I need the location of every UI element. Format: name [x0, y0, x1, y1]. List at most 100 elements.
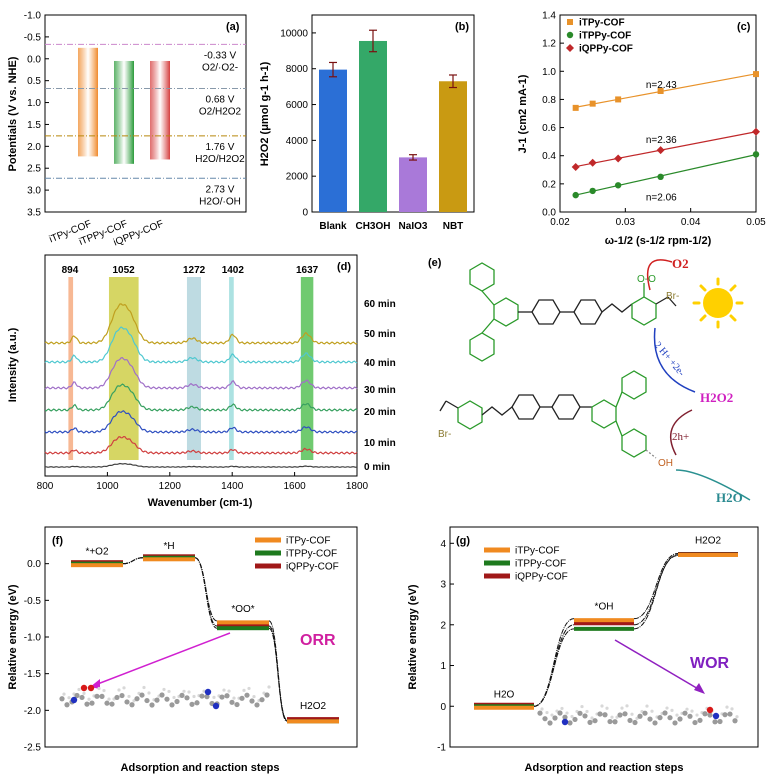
panel-f-label: (f) — [52, 535, 63, 547]
panel-a-ytick-label: 1.0 — [27, 98, 41, 109]
energy-connector — [633, 552, 679, 620]
legend-swatch — [484, 547, 510, 553]
oxidation-arrow — [670, 409, 693, 456]
atom-hydrogen — [182, 689, 186, 693]
panel-a-reference-couple: O2/H2O2 — [199, 107, 242, 118]
panel-c-fit-line — [575, 154, 757, 196]
energy-connector — [633, 554, 679, 630]
atom-carbon — [174, 698, 180, 705]
panel-f: -2.5 -2.0 -1.5 -1.0 -0.5 0.0 *+O2 *H *OO* H2O2 i… — [7, 526, 358, 774]
atom-carbon — [552, 715, 558, 721]
panel-b-category-label: NaIO3 — [399, 221, 428, 232]
bond — [439, 400, 447, 412]
orr-arrow — [94, 632, 231, 686]
panel-c-ytick-label: 0.0 — [542, 208, 556, 219]
atom-carbon — [602, 712, 608, 718]
energy-level-bar — [217, 620, 269, 625]
atom-carbon — [149, 702, 155, 708]
panel-a-ytick-label: 0.5 — [27, 76, 41, 87]
panel-c-ylabel: J-1 (cm2 mA-1) — [517, 74, 529, 153]
atom-hydrogen — [605, 706, 609, 710]
atom-hydrogen — [242, 688, 246, 692]
atom-carbon — [562, 714, 568, 720]
energy-level-bar — [474, 705, 534, 710]
panel-b-ytick-label: 0 — [302, 208, 308, 219]
atom-carbon — [124, 699, 130, 705]
panel-c-point — [614, 154, 623, 163]
panel-c-point — [657, 173, 664, 181]
legend-swatch — [255, 563, 281, 569]
atom-carbon — [129, 702, 135, 708]
energy-step-label: *+O2 — [85, 547, 109, 558]
panel-f-xlabel: Adsorption and reaction steps — [121, 762, 280, 774]
panel-a-ytick-label: -1.0 — [24, 11, 42, 22]
atom-carbon — [712, 719, 718, 725]
legend-label: iTPPy-COF — [286, 549, 337, 560]
panel-c-point — [588, 158, 597, 167]
atom-carbon — [229, 699, 235, 705]
atom-hydrogen — [82, 691, 86, 695]
panel-a-frame — [44, 14, 247, 213]
panel-c: 0.0 0.2 0.4 0.6 0.8 1.0 1.2 1.4 0.02 0.03 0.04 0.05… — [517, 11, 766, 248]
panel-c-xlabel: ω-1/2 (s-1/2 rpm-1/2) — [605, 235, 712, 247]
atom-hydrogen — [725, 705, 729, 709]
panel-c-legend-marker — [566, 31, 574, 39]
panel-c-point — [657, 87, 664, 94]
energy-connector — [533, 628, 575, 707]
atom-carbon — [607, 718, 613, 725]
panel-c-point — [753, 71, 759, 78]
atom-carbon — [74, 692, 80, 699]
atom-hydrogen — [117, 688, 121, 692]
panel-a: -1.0-0.50.00.51.01.52.02.53.03.5 iTPy-CO… — [7, 11, 247, 249]
panel-d-series-label: 30 min — [364, 385, 396, 396]
atom-hydrogen — [620, 706, 624, 710]
orr-molecule-model — [59, 684, 271, 710]
energy-connector — [533, 618, 575, 707]
oh-bond — [645, 449, 657, 459]
panel-c-legend-label: iTPPy-COF — [579, 31, 631, 42]
atom-nitrogen — [204, 688, 212, 696]
panel-d-spectrum — [44, 435, 358, 455]
panel-b-ytick-label: 6000 — [286, 100, 309, 111]
atom-carbon — [592, 718, 598, 724]
atom-carbon — [134, 696, 140, 702]
atom-carbon — [722, 712, 728, 718]
energy-step-label: *OO* — [231, 604, 254, 615]
atom-nitrogen — [212, 702, 220, 710]
bond — [615, 391, 623, 408]
energy-step-label: H2O2 — [300, 701, 327, 712]
panel-a-reference-couple: H2O/H2O2 — [195, 154, 245, 165]
atom-carbon — [184, 695, 190, 701]
energy-level-bar — [574, 621, 634, 626]
panel-b-bar — [359, 40, 387, 212]
panel-a-label: (a) — [226, 21, 240, 33]
energy-level-bar — [143, 557, 195, 562]
panel-c-legend-marker — [567, 19, 573, 25]
panel-d-highlight-band — [229, 277, 234, 460]
panel-c-fit-line — [575, 131, 757, 168]
panel-d-highlight-band — [68, 277, 74, 460]
atom-carbon — [84, 701, 90, 707]
panel-c-point — [589, 187, 596, 195]
atom-carbon — [687, 713, 693, 719]
panel-d-series-label: 0 min — [364, 462, 390, 473]
atom-carbon — [617, 712, 623, 718]
panel-d-spectrum — [44, 326, 358, 364]
panel-c-point — [571, 162, 580, 171]
phenyl-ring — [551, 394, 581, 420]
energy-level-bar — [678, 552, 738, 557]
pyridine-ring-top — [469, 262, 495, 292]
atom-carbon — [537, 710, 543, 716]
atom-hydrogen — [565, 711, 569, 715]
panel-c-point — [572, 104, 579, 111]
atom-hydrogen — [62, 692, 66, 696]
panel-a-reference-value: -0.33 V — [204, 50, 237, 61]
panel-d-xlabel: Wavenumber (cm-1) — [148, 497, 253, 509]
panel-d-frame — [44, 254, 358, 477]
atom-hydrogen — [540, 707, 544, 711]
panel-d-series-label: 10 min — [364, 438, 396, 449]
sun-icon — [692, 277, 744, 329]
panel-a-ylabel: Potentials (V vs. NHE) — [7, 56, 19, 171]
atom-hydrogen — [127, 694, 131, 699]
reduction-arrow — [653, 327, 696, 393]
